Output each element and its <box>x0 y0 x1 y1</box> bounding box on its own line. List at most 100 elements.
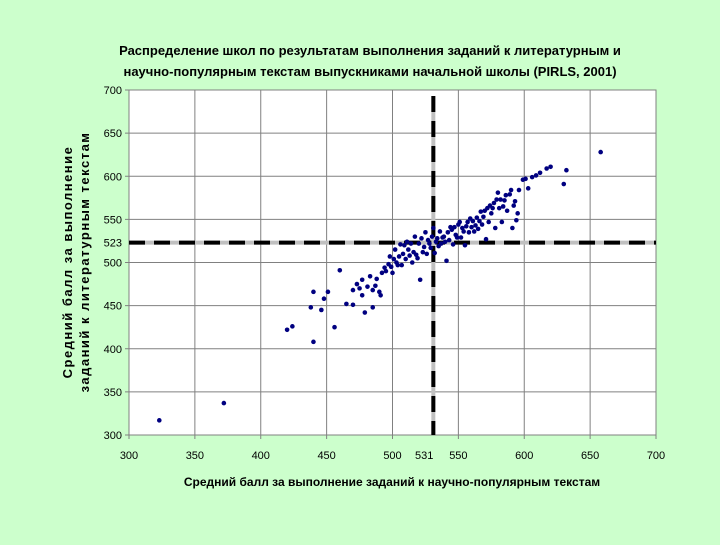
y-tick-label: 350 <box>104 387 122 399</box>
x-tick-label: 300 <box>120 450 138 462</box>
data-point <box>344 301 349 307</box>
data-point <box>357 286 362 291</box>
data-point <box>429 234 435 239</box>
data-point <box>479 222 485 227</box>
data-point <box>533 173 539 178</box>
data-point <box>434 236 440 241</box>
data-point <box>494 197 499 202</box>
data-point <box>284 327 290 333</box>
data-point <box>402 242 407 248</box>
data-point <box>387 254 393 259</box>
data-point <box>374 276 379 282</box>
data-point <box>408 241 414 246</box>
data-point <box>325 289 331 295</box>
reference-y-label: 523 <box>104 238 122 250</box>
x-tick-label: 550 <box>449 450 467 462</box>
data-point <box>457 219 462 225</box>
data-point <box>498 197 503 202</box>
data-point <box>460 225 465 231</box>
data-point <box>337 267 343 273</box>
data-point <box>499 219 505 225</box>
data-point <box>404 239 410 245</box>
data-point <box>503 192 509 198</box>
data-point <box>466 230 472 235</box>
data-point <box>452 224 457 230</box>
y-axis-label-line-2: заданий к литературным текстам <box>77 132 92 393</box>
data-point <box>416 241 422 246</box>
x-tick-label: 350 <box>186 450 204 462</box>
data-point <box>512 198 518 204</box>
data-point <box>311 339 316 345</box>
data-point <box>523 176 528 182</box>
data-point <box>399 262 405 268</box>
data-point <box>525 186 531 191</box>
data-point <box>432 250 437 256</box>
data-point <box>483 236 489 242</box>
data-point <box>396 254 402 259</box>
x-tick-label: 650 <box>581 450 599 462</box>
data-point <box>548 164 553 170</box>
data-point <box>290 324 295 329</box>
data-point <box>321 296 327 302</box>
data-point <box>444 258 449 264</box>
data-points <box>157 149 603 423</box>
data-point <box>437 229 443 234</box>
data-point <box>495 190 501 195</box>
data-point <box>332 324 337 330</box>
grid-layer <box>129 90 656 435</box>
y-tick-label: 300 <box>104 430 122 442</box>
x-tick-label: 600 <box>515 450 533 462</box>
data-point <box>454 235 460 240</box>
data-point <box>308 305 314 310</box>
data-point <box>442 239 448 245</box>
data-point <box>319 307 324 313</box>
x-tick-label: 500 <box>383 450 401 462</box>
data-point <box>433 239 439 245</box>
data-point <box>561 181 567 187</box>
data-point <box>400 251 406 257</box>
data-point <box>383 268 389 274</box>
data-point <box>377 289 382 295</box>
reference-x-label: 531 <box>415 450 433 462</box>
data-point <box>463 223 469 229</box>
data-point <box>473 223 478 228</box>
data-point <box>431 225 436 231</box>
reference-lines <box>129 96 656 435</box>
data-point <box>350 287 356 293</box>
y-tick-label: 500 <box>104 258 122 270</box>
data-point <box>359 292 365 298</box>
data-point <box>221 400 227 406</box>
y-tick-label: 450 <box>104 301 122 313</box>
data-point <box>496 205 502 211</box>
x-tick-label: 700 <box>647 450 665 462</box>
chart-title-line-2: научно-популярным текстам выпускниками н… <box>123 64 616 79</box>
data-point <box>311 289 316 295</box>
tick-labels: 300 350 400 450 500 550 600 650 700 300 350 400 450 5… <box>104 85 666 462</box>
data-point <box>359 277 365 283</box>
data-point <box>438 241 444 246</box>
y-tick-label: 650 <box>104 128 122 140</box>
data-point <box>403 256 408 262</box>
data-point <box>511 203 517 208</box>
y-axis-label-line-1: Средний балл за выполнение <box>60 146 75 379</box>
data-point <box>489 211 494 216</box>
data-point <box>413 252 419 258</box>
data-point <box>529 174 535 180</box>
data-point <box>370 287 376 293</box>
data-point <box>398 242 403 247</box>
data-point <box>415 255 420 261</box>
data-point <box>486 219 491 225</box>
data-point <box>409 260 415 265</box>
data-point <box>507 192 513 197</box>
data-point <box>516 187 522 193</box>
data-point <box>417 277 423 283</box>
data-point <box>481 214 486 220</box>
data-point <box>478 209 484 214</box>
data-point <box>425 237 431 243</box>
data-point <box>475 226 481 232</box>
data-point <box>445 230 451 235</box>
data-point <box>564 167 569 173</box>
data-point <box>157 418 162 423</box>
data-point <box>412 234 418 239</box>
